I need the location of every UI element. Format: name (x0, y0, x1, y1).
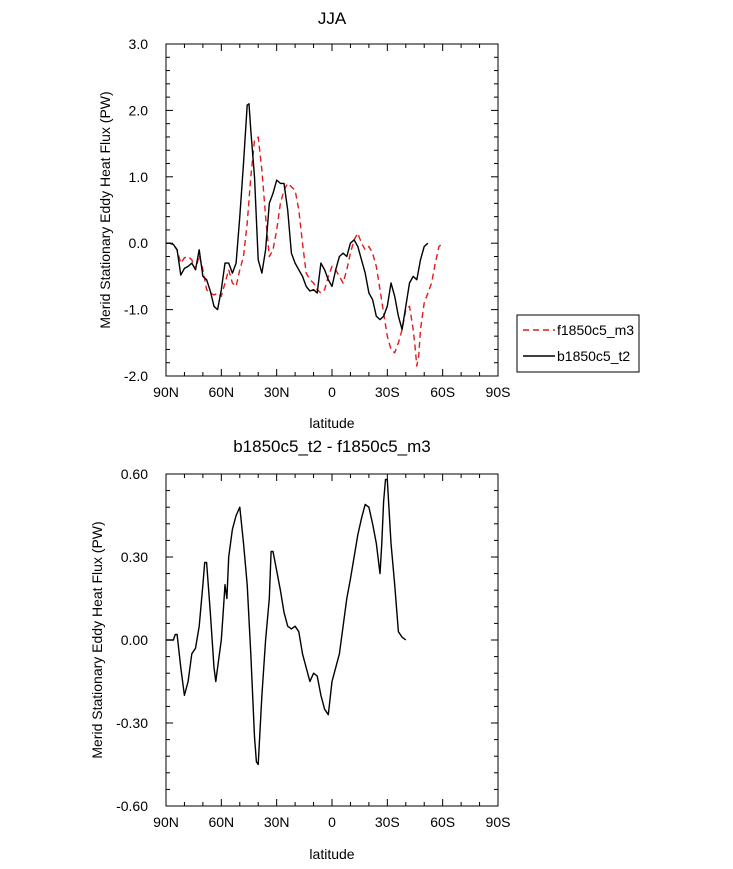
bottom-chart-title: b1850c5_t2 - f1850c5_m3 (233, 437, 431, 456)
bottom-x-tick-label: 0 (328, 814, 336, 830)
bottom-series-line-difference (166, 478, 407, 766)
top-chart-panel: JJA 90N 60N 30N 0 30S 60S 90S -2.0 -1.0 0.0 1.0 2.0… (97, 9, 510, 431)
top-y-tick-label: 1.0 (129, 169, 149, 185)
bottom-y-tick-label: 0.60 (121, 466, 148, 482)
top-series-line-b1850c5_t2 (166, 103, 429, 331)
top-x-tick-label: 60N (208, 384, 234, 400)
top-y-axis-label: Merid Stationary Eddy Heat Flux (PW) (97, 91, 113, 328)
top-x-tick-label: 60S (430, 384, 455, 400)
legend-label-b1850c5-t2: b1850c5_t2 (557, 348, 630, 364)
bottom-tick-labels: 90N 60N 30N 0 30S 60S 90S -0.60 -0.30 0.00 0.30 0.6… (116, 466, 510, 830)
top-series-line-f1850c5_m3 (166, 136, 444, 367)
bottom-x-tick-label: 60S (430, 814, 455, 830)
bottom-x-tick-label: 90N (153, 814, 179, 830)
top-chart-title: JJA (318, 9, 347, 28)
bottom-y-tick-label: -0.60 (116, 798, 148, 814)
top-y-tick-label: -1.0 (124, 302, 148, 318)
bottom-x-tick-label: 90S (486, 814, 511, 830)
top-axis-ticks (165, 43, 499, 377)
bottom-y-axis-label: Merid Stationary Eddy Heat Flux (PW) (89, 521, 105, 758)
top-plot-frame (165, 43, 499, 377)
bottom-axis-ticks (165, 473, 499, 807)
bottom-x-axis-label: latitude (309, 846, 354, 862)
top-y-tick-label: 0.0 (129, 235, 149, 251)
legend-label-f1850c5-m3: f1850c5_m3 (557, 322, 634, 338)
top-x-tick-label: 0 (328, 384, 336, 400)
top-x-tick-label: 30N (264, 384, 290, 400)
bottom-y-tick-label: 0.00 (121, 632, 148, 648)
top-y-tick-label: 3.0 (129, 36, 149, 52)
legend-box (516, 314, 640, 373)
top-tick-labels: 90N 60N 30N 0 30S 60S 90S -2.0 -1.0 0.0 1.0 2.0 3.0 (124, 36, 511, 400)
top-y-tick-label: -2.0 (124, 368, 148, 384)
top-x-tick-label: 90N (153, 384, 179, 400)
top-series-lines (166, 103, 444, 367)
top-x-tick-label: 30S (375, 384, 400, 400)
top-x-axis-label: latitude (309, 415, 354, 431)
bottom-series-lines (166, 478, 407, 766)
bottom-y-tick-label: 0.30 (121, 549, 148, 565)
bottom-x-tick-label: 30S (375, 814, 400, 830)
bottom-y-tick-label: -0.30 (116, 715, 148, 731)
bottom-x-tick-label: 30N (264, 814, 290, 830)
bottom-plot-frame (165, 473, 499, 807)
top-x-tick-label: 90S (486, 384, 511, 400)
bottom-chart-panel: b1850c5_t2 - f1850c5_m3 90N 60N 30N 0 30S 60S… (89, 437, 510, 862)
bottom-x-tick-label: 60N (208, 814, 234, 830)
top-y-tick-label: 2.0 (129, 102, 149, 118)
legend: f1850c5_m3 b1850c5_t2 (516, 314, 640, 373)
